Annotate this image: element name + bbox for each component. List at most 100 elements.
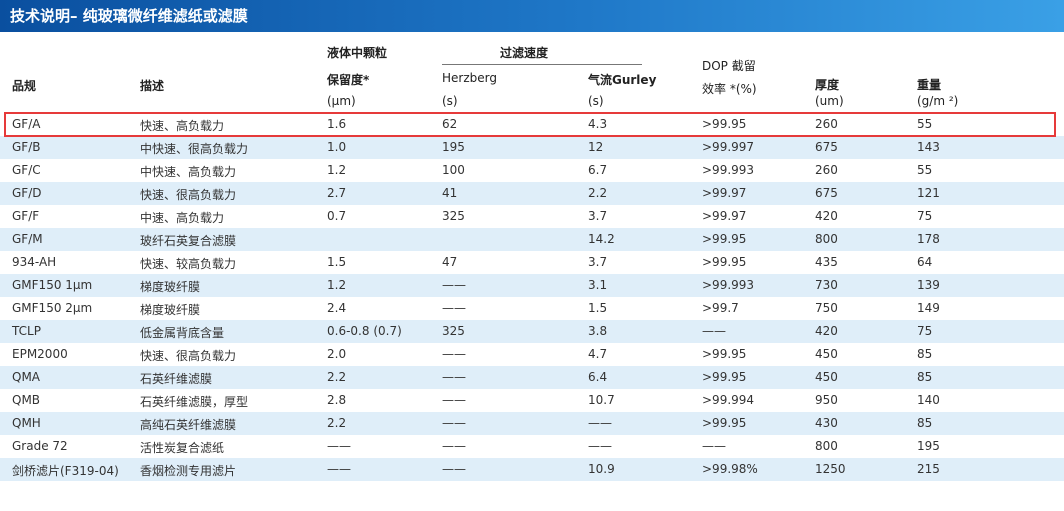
cell-retention: 1.2	[327, 278, 347, 292]
cell-gurley: ——	[588, 416, 612, 430]
table-row: 剑桥滤片(F319-04) 香烟检测专用滤片 —— —— 10.9 >99.98% 1250…	[0, 458, 1064, 481]
cell-grade: 剑桥滤片(F319-04)	[12, 464, 119, 478]
cell-gurley: 4.3	[588, 117, 608, 131]
cell-weight: 85	[917, 416, 933, 430]
header-retention-line1: 液体中颗粒	[327, 46, 388, 60]
cell-weight: 121	[917, 186, 940, 200]
header-thickness: 厚度	[815, 78, 840, 92]
cell-dop: >99.97	[702, 209, 747, 223]
cell-grade: QMA	[12, 370, 41, 384]
cell-grade: GMF150 2μm	[12, 301, 93, 315]
cell-gurley: 14.2	[588, 232, 615, 246]
cell-dop: >99.994	[702, 393, 755, 407]
cell-grade: GMF150 1μm	[12, 278, 93, 292]
cell-weight: 85	[917, 370, 933, 384]
header-filtration-speed: 过滤速度	[500, 46, 549, 60]
cell-gurley: 6.4	[588, 370, 608, 384]
cell-dop: >99.95	[702, 117, 747, 131]
cell-gurley: 1.5	[588, 301, 608, 315]
cell-weight: 75	[917, 209, 933, 223]
table-row: QMB 石英纤维滤膜，厚型 2.8 —— 10.7 >99.994 950 140	[0, 389, 1064, 412]
cell-dop: >99.95	[702, 232, 747, 246]
cell-description: 中快速、很高负载力	[140, 142, 249, 156]
cell-grade: GF/D	[12, 186, 42, 200]
cell-herzberg: ——	[442, 301, 466, 315]
cell-weight: 55	[917, 163, 933, 177]
cell-thickness: 1250	[815, 462, 846, 476]
cell-herzberg: ——	[442, 278, 466, 292]
cell-grade: 934-AH	[12, 255, 57, 269]
header-gurley-unit: (s)	[588, 94, 604, 108]
table-row: GMF150 1μm 梯度玻纤膜 1.2 —— 3.1 >99.993 730 139	[0, 274, 1064, 297]
cell-thickness: 420	[815, 324, 838, 338]
header-dop-line2: 效率 *(%)	[702, 82, 757, 96]
cell-herzberg: 62	[442, 117, 458, 131]
cell-herzberg: 47	[442, 255, 458, 269]
table-row: GMF150 2μm 梯度玻纤膜 2.4 —— 1.5 >99.7 750 149	[0, 297, 1064, 320]
table-row: EPM2000 快速、很高负载力 2.0 —— 4.7 >99.95 450 85	[0, 343, 1064, 366]
cell-herzberg: 195	[442, 140, 465, 154]
cell-grade: QMB	[12, 393, 41, 407]
cell-description: 石英纤维滤膜	[140, 372, 213, 386]
cell-thickness: 675	[815, 140, 838, 154]
cell-gurley: 2.2	[588, 186, 608, 200]
header-weight-unit: (g/m ²)	[917, 94, 959, 108]
cell-herzberg: 41	[442, 186, 458, 200]
table-body: GF/A 快速、高负载力 1.6 62 4.3 >99.95 260 55 GF/B 中快速、很高…	[0, 113, 1064, 481]
cell-retention: 2.2	[327, 416, 347, 430]
cell-herzberg: ——	[442, 462, 466, 476]
cell-dop: >99.95	[702, 347, 747, 361]
cell-dop: >99.993	[702, 163, 755, 177]
cell-grade: GF/A	[12, 117, 41, 131]
table-row: TCLP 低金属背底含量 0.6-0.8 (0.7) 325 3.8 —— 420 75	[0, 320, 1064, 343]
cell-retention: 0.6-0.8 (0.7)	[327, 324, 402, 338]
cell-dop: >99.997	[702, 140, 755, 154]
cell-herzberg: ——	[442, 439, 466, 453]
header-grade: 品规	[12, 79, 37, 93]
cell-thickness: 800	[815, 232, 838, 246]
cell-grade: GF/C	[12, 163, 41, 177]
cell-retention: 1.0	[327, 140, 347, 154]
cell-grade: GF/F	[12, 209, 40, 223]
cell-description: 快速、很高负载力	[140, 349, 237, 363]
cell-description: 梯度玻纤膜	[140, 303, 201, 317]
cell-weight: 215	[917, 462, 940, 476]
cell-thickness: 800	[815, 439, 838, 453]
cell-herzberg: ——	[442, 370, 466, 384]
cell-dop: >99.95	[702, 255, 747, 269]
table-row: GF/C 中快速、高负载力 1.2 100 6.7 >99.993 260 55	[0, 159, 1064, 182]
cell-grade: EPM2000	[12, 347, 68, 361]
cell-thickness: 450	[815, 370, 838, 384]
cell-retention: 0.7	[327, 209, 347, 223]
cell-herzberg: 100	[442, 163, 465, 177]
cell-description: 梯度玻纤膜	[140, 280, 201, 294]
cell-retention: 1.6	[327, 117, 347, 131]
cell-thickness: 750	[815, 301, 838, 315]
header-description: 描述	[140, 79, 165, 93]
cell-description: 中快速、高负载力	[140, 165, 237, 179]
header-thickness-unit: (um)	[815, 94, 844, 108]
table-row: GF/M 玻纤石英复合滤膜 14.2 >99.95 800 178	[0, 228, 1064, 251]
cell-weight: 143	[917, 140, 940, 154]
cell-description: 中速、高负载力	[140, 211, 225, 225]
cell-dop: >99.97	[702, 186, 747, 200]
cell-retention: ——	[327, 439, 351, 453]
cell-weight: 55	[917, 117, 933, 131]
cell-retention: 1.2	[327, 163, 347, 177]
cell-weight: 178	[917, 232, 940, 246]
table-row: GF/F 中速、高负载力 0.7 325 3.7 >99.97 420 75	[0, 205, 1064, 228]
cell-description: 快速、较高负载力	[140, 257, 237, 271]
cell-retention: 2.8	[327, 393, 347, 407]
cell-retention: 2.7	[327, 186, 347, 200]
cell-herzberg: ——	[442, 416, 466, 430]
cell-grade: GF/B	[12, 140, 41, 154]
cell-dop: ——	[702, 439, 726, 453]
table-row: GF/D 快速、很高负载力 2.7 41 2.2 >99.97 675 121	[0, 182, 1064, 205]
cell-description: 快速、很高负载力	[140, 188, 237, 202]
cell-weight: 64	[917, 255, 933, 269]
cell-weight: 149	[917, 301, 940, 315]
cell-weight: 140	[917, 393, 940, 407]
header-retention-unit: (μm)	[327, 94, 356, 108]
header-dop-line1: DOP 截留	[702, 59, 756, 73]
table-row: Grade 72 活性炭复合滤纸 —— —— —— —— 800 195	[0, 435, 1064, 458]
